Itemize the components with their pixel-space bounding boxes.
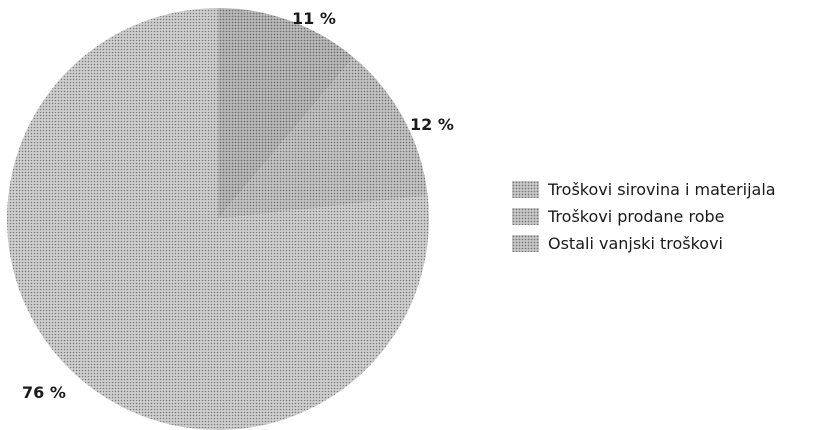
legend: Troškovi sirovina i materijala Troškovi … (512, 176, 776, 257)
legend-swatch-troskovi-prodane-robe (512, 208, 539, 225)
slice-label-troskovi-sirovina: 76 % (22, 383, 66, 402)
pie-slice-troskovi-prodane-robe (218, 8, 354, 219)
legend-swatch-ostali-vanjski-troskovi (512, 235, 539, 252)
legend-label-troskovi-sirovina: Troškovi sirovina i materijala (548, 180, 776, 199)
legend-item-ostali-vanjski-troskovi: Ostali vanjski troškovi (512, 230, 776, 257)
slice-label-troskovi-prodane-robe: 11 % (292, 9, 336, 28)
pie-slices (7, 8, 429, 430)
legend-label-ostali-vanjski-troskovi: Ostali vanjski troškovi (548, 234, 723, 253)
legend-item-troskovi-sirovina: Troškovi sirovina i materijala (512, 176, 776, 203)
slice-label-ostali-vanjski-troskovi: 12 % (410, 115, 454, 134)
pie-slice-labels: 76 % 11 % 12 % (22, 9, 454, 402)
legend-swatch-troskovi-sirovina (512, 181, 539, 198)
legend-item-troskovi-prodane-robe: Troškovi prodane robe (512, 203, 776, 230)
pie-slice-ostali-vanjski-troskovi (218, 57, 428, 219)
legend-label-troskovi-prodane-robe: Troškovi prodane robe (548, 207, 725, 226)
pie-slice-troskovi-sirovina (7, 8, 429, 430)
